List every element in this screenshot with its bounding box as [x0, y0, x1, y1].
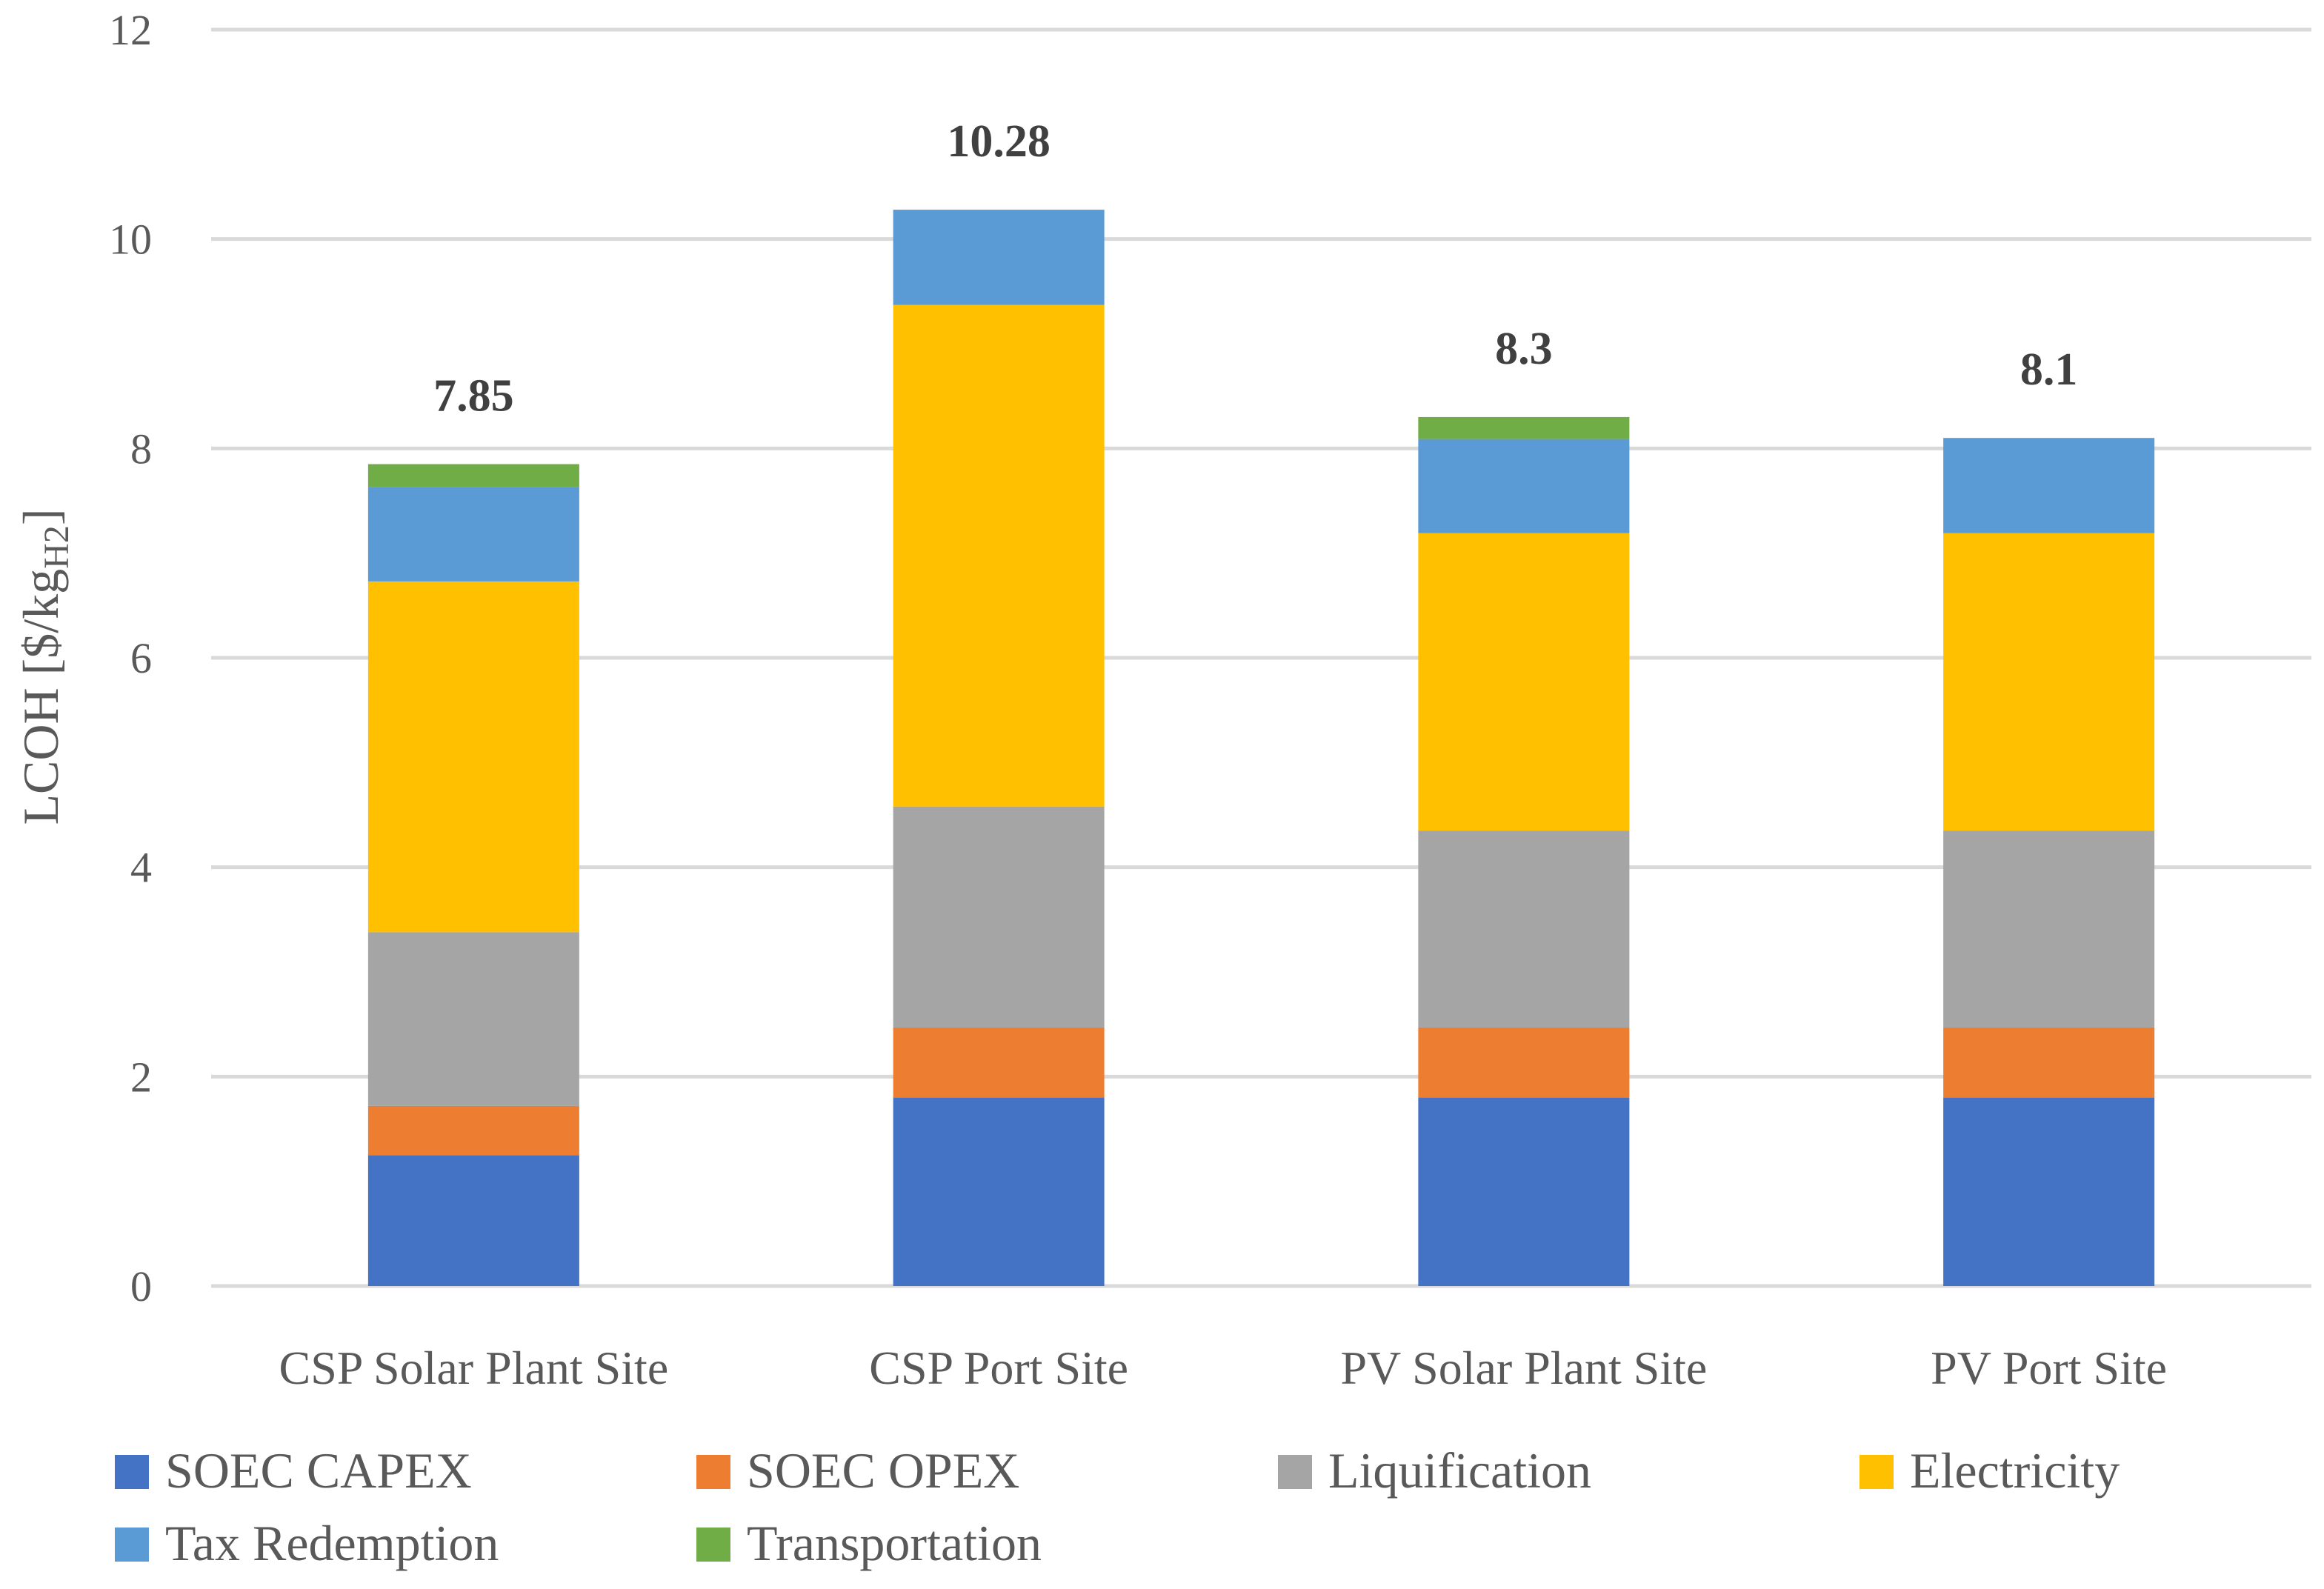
legend-item: Transportation [696, 1515, 1042, 1571]
y-tick-label: 10 [109, 216, 152, 264]
bar-segment-soec-opex [1418, 1027, 1630, 1098]
legend-item: Electricity [1859, 1442, 2120, 1499]
y-axis-label: LCOH [$/kgH2] [13, 509, 76, 825]
bar-segment-electricity [1418, 533, 1630, 831]
bar-segment-tax-redemption [367, 487, 579, 582]
bar-segment-transportation [1418, 416, 1630, 439]
bar-segment-liquification [1418, 830, 1630, 1027]
bar-total-label: 8.3 [1495, 324, 1553, 374]
legend-label: Liquification [1328, 1442, 1591, 1499]
x-category-label: CSP Solar Plant Site [279, 1342, 669, 1394]
bar-segment-soec-opex [893, 1027, 1105, 1098]
legend-label: Transportation [747, 1515, 1042, 1571]
bar-segment-soec-opex [1943, 1027, 2155, 1098]
legend-label: Tax Redemption [165, 1515, 499, 1571]
bar-total-label: 10.28 [947, 116, 1051, 167]
bar-total-label: 8.1 [2020, 344, 2078, 395]
bar-segment-electricity [1943, 533, 2155, 831]
legend-swatch [696, 1528, 730, 1562]
x-category-label: CSP Port Site [869, 1342, 1128, 1394]
legend-label: SOEC OPEX [747, 1442, 1019, 1499]
bar-segment-transportation [367, 464, 579, 487]
y-tick-label: 4 [130, 844, 152, 892]
y-tick-label: 2 [130, 1053, 152, 1101]
bar-total-label: 7.85 [433, 371, 514, 422]
x-category-label: PV Port Site [1931, 1342, 2167, 1394]
bar-totals: 7.85 10.28 8.3 8.1 [433, 116, 2077, 421]
legend-swatch [1859, 1455, 1894, 1489]
y-tick-label: 12 [109, 6, 152, 54]
bar-segment-tax-redemption [893, 210, 1105, 305]
bars [367, 210, 2155, 1286]
bar-segment-electricity [893, 304, 1105, 807]
bar-segment-electricity [367, 581, 579, 933]
legend-item: SOEC CAPEX [115, 1442, 472, 1499]
y-axis-ticks: 0 2 4 6 8 10 12 [109, 6, 152, 1310]
legend-label: Electricity [1910, 1442, 2120, 1499]
bar-segment-soec-capex [367, 1155, 579, 1286]
y-tick-label: 6 [130, 634, 152, 682]
legend-swatch [696, 1455, 730, 1489]
y-tick-label: 0 [130, 1262, 152, 1310]
legend: SOEC CAPEX SOEC OPEX Liquification Electric… [115, 1442, 2120, 1571]
legend-swatch [1278, 1455, 1312, 1489]
bar-segment-soec-capex [893, 1097, 1105, 1286]
legend-item: Tax Redemption [115, 1515, 499, 1571]
bar-segment-liquification [367, 932, 579, 1106]
legend-swatch [115, 1455, 149, 1489]
legend-swatch [115, 1528, 149, 1562]
bar-segment-soec-capex [1418, 1097, 1630, 1286]
legend-label: SOEC CAPEX [165, 1442, 472, 1499]
bar-segment-soec-opex [367, 1105, 579, 1156]
bar-segment-liquification [1943, 830, 2155, 1027]
bar-segment-soec-capex [1943, 1097, 2155, 1286]
x-category-label: PV Solar Plant Site [1340, 1342, 1707, 1394]
y-tick-label: 8 [130, 424, 152, 473]
legend-item: SOEC OPEX [696, 1442, 1019, 1499]
x-axis-categories: CSP Solar Plant Site CSP Port Site PV Sola… [279, 1342, 2168, 1394]
bar-segment-liquification [893, 806, 1105, 1027]
legend-item: Liquification [1278, 1442, 1591, 1499]
bar-segment-tax-redemption [1418, 439, 1630, 533]
bar-segment-tax-redemption [1943, 438, 2155, 533]
